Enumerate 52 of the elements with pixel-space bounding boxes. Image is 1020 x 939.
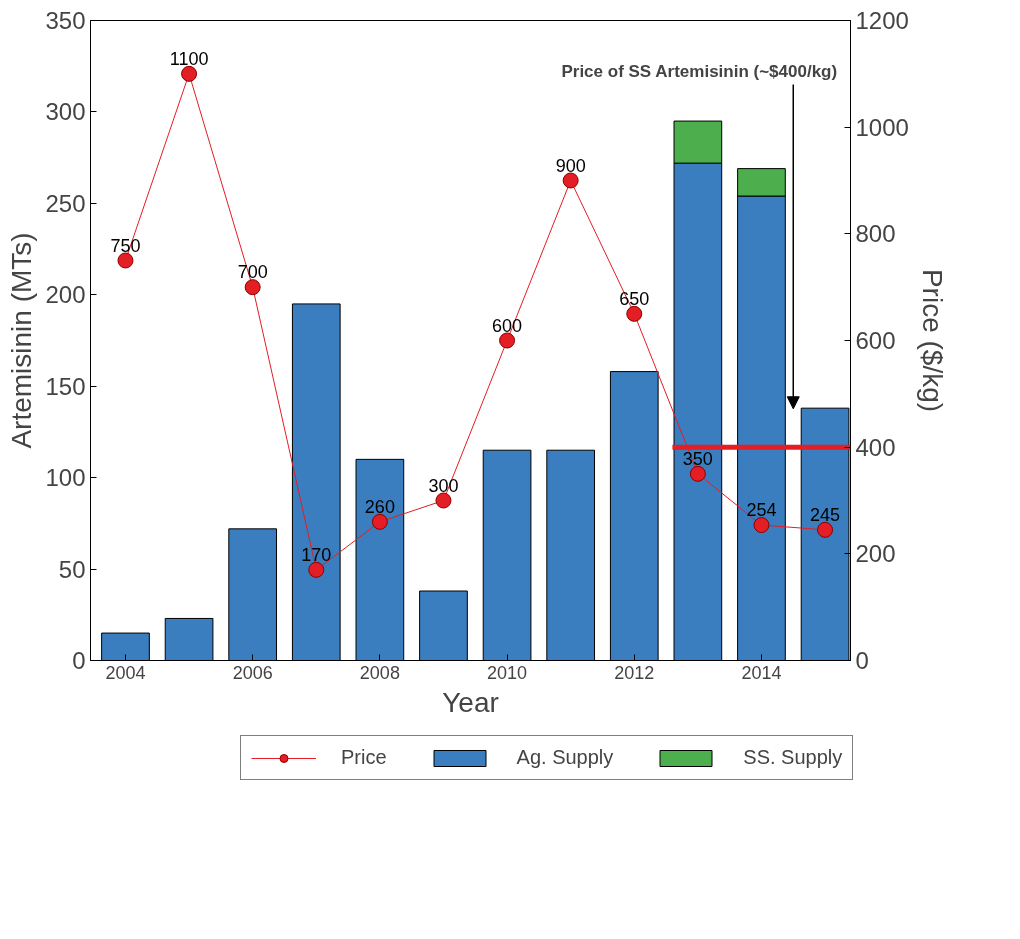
x-tick-label: 2014	[741, 662, 782, 683]
y2-tick-label: 800	[855, 220, 896, 248]
data-label: 245	[810, 504, 841, 525]
y-tick-label: 300	[45, 98, 86, 126]
data-label: 300	[428, 475, 459, 496]
y-tick-label: 100	[45, 464, 86, 492]
y-tick-label: 0	[72, 647, 86, 674]
point	[308, 561, 325, 578]
point	[244, 279, 261, 296]
x-tick-label: 2008	[359, 662, 400, 683]
y2-tick-label: 1200	[855, 7, 909, 34]
data-label: 650	[619, 288, 650, 309]
y2-axis-title: Price ($/kg)	[916, 268, 948, 413]
data-label: 260	[364, 496, 395, 517]
x-tick-label: 2012	[614, 662, 655, 683]
data-label: 170	[301, 544, 332, 565]
data-label: 254	[746, 500, 777, 521]
y2-tick-label: 600	[855, 327, 896, 354]
y2-tick-label: 400	[855, 433, 896, 461]
legend-label: SS. Supply	[743, 746, 843, 769]
y-tick-label: 200	[45, 281, 86, 309]
legend-label: Ag. Supply	[516, 746, 614, 769]
data-label: 1100	[169, 48, 209, 69]
annotation: Price of SS Artemisinin (~$400/kg)	[561, 61, 838, 81]
data-label: 700	[237, 262, 268, 283]
point	[753, 517, 770, 534]
y2-tick-label: 200	[855, 540, 896, 568]
x-tick-label: 2006	[232, 662, 273, 683]
point	[499, 332, 516, 349]
x-axis-title: Year	[442, 686, 499, 718]
y-tick-label: 50	[58, 555, 86, 583]
y2-tick-label: 1000	[855, 113, 909, 141]
point	[117, 252, 134, 269]
point	[626, 305, 643, 322]
data-label: 600	[492, 315, 523, 336]
point	[181, 65, 198, 82]
x-tick-label: 2004	[105, 662, 146, 683]
point	[689, 465, 706, 482]
point	[435, 492, 452, 509]
y-tick-label: 250	[45, 189, 86, 217]
y-tick-label: 350	[45, 7, 86, 34]
data-label: 350	[682, 448, 713, 469]
point	[562, 172, 579, 189]
y-tick-label: 150	[45, 372, 86, 400]
data-label: 900	[555, 155, 586, 176]
y2-tick-label: 0	[855, 647, 869, 674]
x-tick-label: 2010	[487, 662, 528, 683]
point	[371, 513, 388, 530]
point	[817, 521, 834, 538]
data-label: 750	[110, 235, 141, 256]
y-axis-title: Artemisinin (MTs)	[6, 232, 38, 449]
legend-label: Price	[341, 746, 387, 769]
